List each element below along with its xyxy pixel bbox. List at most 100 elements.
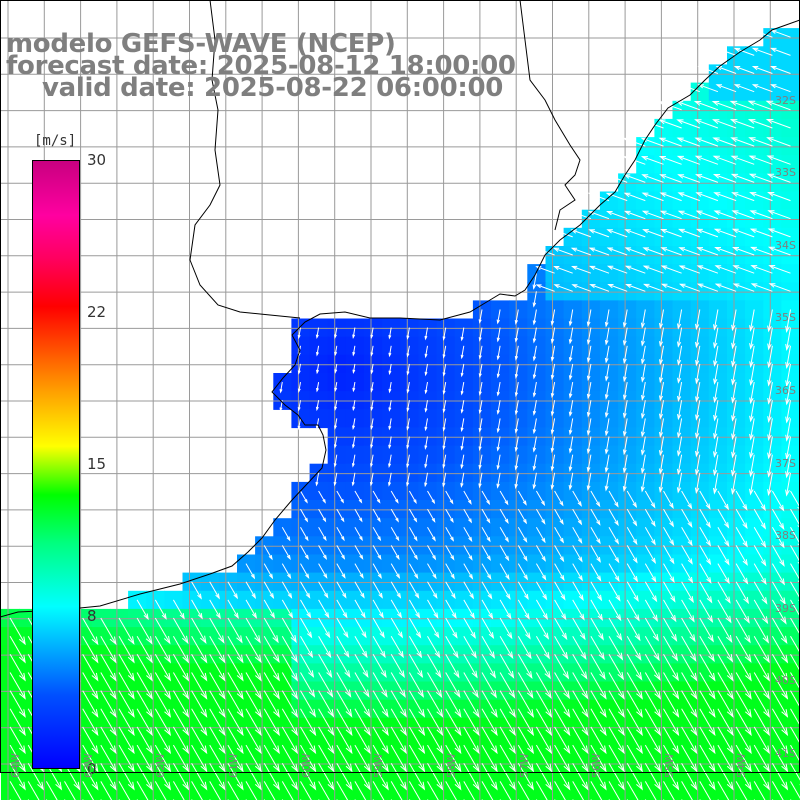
wind-arrow-head — [327, 745, 335, 755]
coastline — [0, 19, 800, 618]
wind-arrow-head — [598, 633, 604, 641]
wind-arrow-head — [614, 520, 619, 527]
wind-arrow-head — [377, 536, 382, 542]
wind-arrow-head — [345, 745, 353, 755]
wind-arrow-head — [641, 376, 645, 383]
wind-arrow-head — [442, 427, 446, 432]
wind-arrow-head — [749, 415, 754, 423]
wind-arrow — [281, 635, 298, 662]
wind-arrow — [517, 654, 533, 678]
wind-arrow — [281, 617, 297, 643]
wind-arrow-head — [273, 709, 280, 718]
wind-arrow — [677, 454, 683, 474]
wind-arrow — [608, 726, 625, 754]
wind-arrow — [714, 400, 719, 420]
wind-arrow-head — [478, 427, 482, 433]
wind-arrow-head — [524, 593, 529, 601]
wind-arrow — [354, 617, 367, 638]
wind-arrow-head — [695, 450, 700, 458]
wind-arrow — [767, 173, 791, 183]
wind-arrow — [643, 210, 664, 220]
wind-arrow — [445, 708, 462, 736]
wind-arrow — [771, 654, 788, 681]
wind-arrow-head — [478, 483, 482, 489]
wind-arrow-head — [606, 229, 613, 234]
wind-arrow-head — [543, 632, 550, 640]
wind-arrow — [318, 581, 329, 598]
wind-arrow — [663, 508, 674, 527]
wind-arrow-head — [406, 482, 410, 487]
wind-arrow — [318, 654, 332, 677]
wind-arrow-head — [767, 434, 772, 442]
wind-arrow — [481, 672, 497, 698]
wind-arrow-head — [760, 504, 766, 512]
wind-arrow-head — [616, 652, 624, 661]
wind-arrow — [625, 210, 646, 220]
wind-arrow — [390, 545, 400, 560]
wind-arrow — [463, 635, 477, 658]
lon-label: 59W — [372, 753, 385, 778]
wind-arrow-head — [743, 596, 750, 605]
wind-arrow — [768, 192, 791, 202]
wind-arrow-head — [749, 397, 754, 405]
wind-arrow-head — [641, 192, 649, 197]
wind-arrow — [753, 490, 766, 511]
wind-arrow-head — [535, 266, 542, 271]
wind-arrow-head — [677, 414, 682, 421]
wind-arrow — [172, 708, 189, 736]
wind-arrow-head — [418, 763, 426, 773]
wind-arrow-head — [218, 635, 225, 644]
wind-arrow-head — [713, 451, 718, 458]
wind-arrow — [588, 192, 610, 202]
wind-arrow-head — [370, 425, 374, 431]
wind-arrow-head — [568, 429, 573, 436]
wind-arrow — [572, 266, 592, 274]
wind-arrow — [735, 635, 752, 662]
wind-arrow-head — [435, 689, 443, 698]
wind-arrow-head — [251, 612, 258, 619]
wind-arrow-head — [436, 727, 444, 737]
wind-arrow — [535, 654, 551, 679]
wind-arrow — [735, 654, 752, 681]
wind-arrow-head — [109, 636, 117, 646]
wind-arrow-head — [496, 465, 500, 471]
wind-arrow-head — [432, 593, 438, 600]
wind-arrow — [479, 345, 483, 359]
wind-arrow — [172, 599, 185, 619]
wind-arrow-head — [315, 481, 319, 487]
wind-arrow — [750, 345, 755, 367]
wind-arrow-head — [376, 499, 381, 504]
wind-arrow-head — [309, 745, 317, 755]
wind-arrow-head — [524, 613, 530, 620]
speed-cell — [672, 790, 692, 800]
wind-arrow-head — [695, 323, 700, 331]
wind-arrow — [334, 418, 338, 429]
wind-arrow — [589, 247, 610, 256]
wind-arrow — [463, 726, 480, 754]
wind-arrow-head — [713, 342, 718, 349]
wind-arrow-head — [622, 322, 627, 329]
wind-arrow-head — [527, 709, 535, 718]
wind-arrow — [118, 654, 135, 681]
forecast-date: forecast date: 2025-08-12 18:00:00 — [6, 51, 516, 81]
wind-arrow — [771, 635, 788, 663]
wind-arrow-head — [642, 229, 649, 234]
wind-arrow — [245, 708, 262, 736]
wind-arrow-head — [654, 709, 662, 718]
wind-arrow — [533, 400, 537, 415]
wind-arrow-head — [744, 691, 752, 700]
wind-arrow — [641, 400, 646, 418]
wind-arrow — [316, 472, 320, 486]
wind-arrow-head — [254, 763, 262, 773]
wind-arrow-head — [670, 595, 676, 603]
wind-arrow — [590, 708, 607, 736]
wind-arrow-head — [596, 556, 601, 563]
wind-arrow-head — [708, 691, 716, 700]
wind-arrow — [717, 781, 730, 800]
wind-arrow — [191, 672, 208, 699]
wind-arrow — [209, 762, 226, 790]
wind-arrow-head — [370, 444, 374, 449]
wind-arrow — [245, 762, 262, 790]
wind-arrow-head — [323, 592, 329, 599]
wind-arrow — [699, 781, 712, 800]
